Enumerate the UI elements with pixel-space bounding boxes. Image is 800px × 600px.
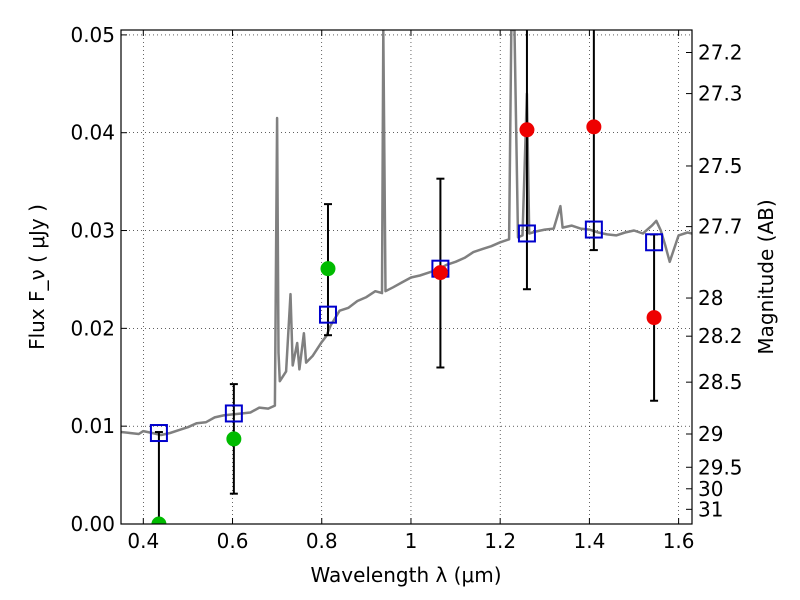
- observed-flux-point: [226, 431, 242, 447]
- series-layer: [121, 30, 692, 524]
- y-tick-label: 0.04: [70, 121, 115, 145]
- y-tick-label: 0.01: [70, 414, 115, 438]
- x-tick-label: 0.6: [217, 529, 249, 553]
- y-axis-right-title: Magnitude (AB): [754, 199, 778, 354]
- right-tick-label: 31: [698, 497, 723, 521]
- y-axis: 0.00 0.01 0.02 0.03 0.04 0.05: [70, 23, 127, 536]
- y-tick-label: 0.00: [70, 512, 115, 536]
- observed-flux-point: [519, 122, 535, 138]
- right-tick-label: 30: [698, 477, 723, 501]
- model-square-point: [224, 404, 243, 423]
- right-tick-label: 28.2: [698, 324, 743, 348]
- template-spectrum-line: [121, 30, 692, 437]
- model-square-point: [517, 224, 536, 243]
- right-tick-label: 29.5: [698, 455, 743, 479]
- right-tick-label: 27.2: [698, 40, 743, 64]
- x-tick-label: 0.8: [306, 529, 338, 553]
- x-tick-label: 1.2: [484, 529, 516, 553]
- right-tick-label: 27.5: [698, 154, 743, 178]
- model-square-point: [645, 233, 664, 252]
- right-tick-label: 28: [698, 286, 723, 310]
- plot-frame: [120, 29, 693, 525]
- x-tick-label: 1.4: [573, 529, 605, 553]
- x-axis-title: Wavelength λ (μm): [310, 563, 501, 587]
- right-tick-label: 28.5: [698, 370, 743, 394]
- observed-flux-point: [646, 310, 662, 326]
- right-tick-label: 27.3: [698, 82, 743, 106]
- y-tick-label: 0.03: [70, 219, 115, 243]
- y-tick-label: 0.02: [70, 316, 115, 340]
- observed-flux-point: [151, 516, 167, 524]
- y-axis-title: Flux F_ν ( μJy ): [25, 204, 49, 350]
- model-square-point: [584, 220, 603, 239]
- x-tick-label: 1: [405, 529, 418, 553]
- observed-flux-point: [320, 261, 336, 277]
- observed-flux-point: [432, 265, 448, 281]
- x-tick-label: 1.6: [663, 529, 695, 553]
- x-axis: 0.4 0.6 0.8 1 1.2 1.4 1.6: [127, 30, 695, 553]
- model-square-point: [149, 424, 168, 443]
- right-tick-label: 27.7: [698, 215, 743, 239]
- observed-flux-point: [586, 119, 602, 135]
- model-square-point: [318, 305, 337, 324]
- y-tick-label: 0.05: [70, 23, 115, 47]
- right-tick-label: 29: [698, 422, 723, 446]
- plot-background: [121, 30, 692, 524]
- x-tick-label: 0.4: [127, 529, 159, 553]
